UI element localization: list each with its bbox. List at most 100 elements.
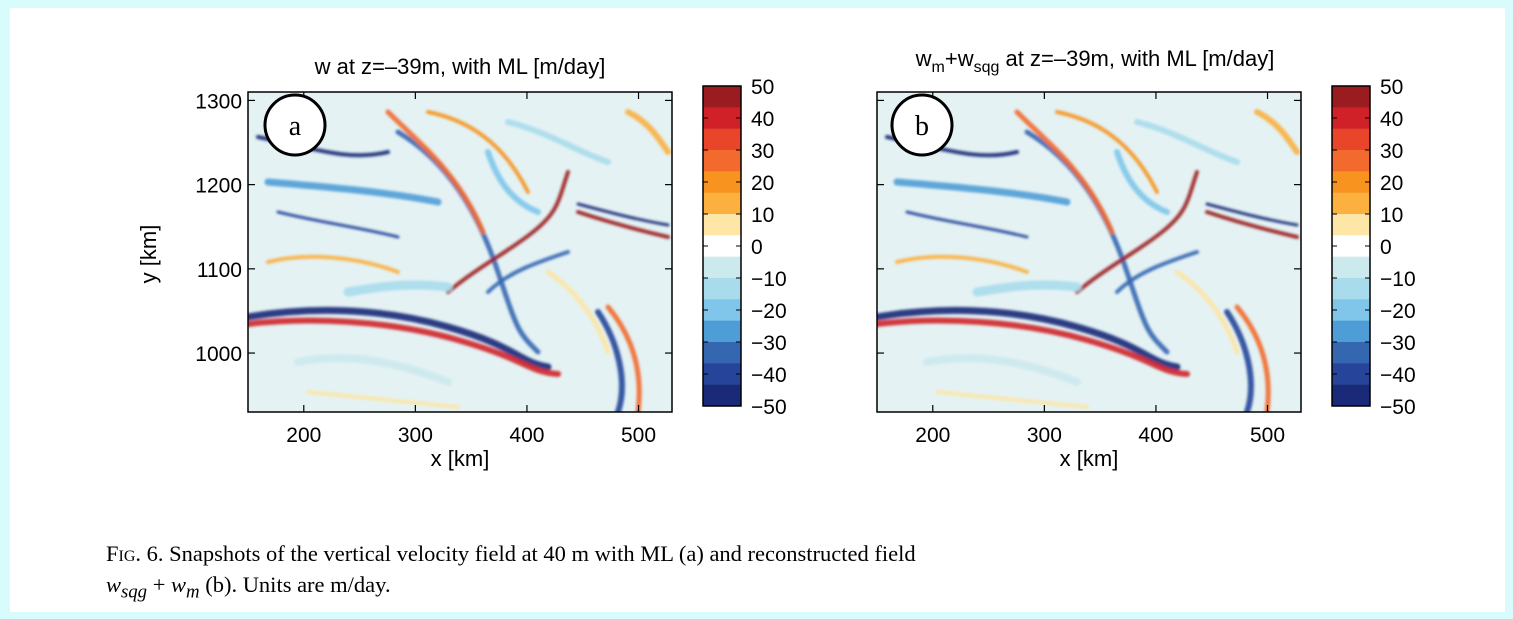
- panel-b-frame: [876, 91, 1302, 413]
- caption-sub2: m: [186, 581, 200, 603]
- velocity-streak: [605, 304, 642, 412]
- velocity-streak: [266, 254, 400, 274]
- colorbar-segment: [1332, 150, 1370, 172]
- colorbar-tick-label: 30: [1380, 140, 1403, 163]
- panel-b: wm+wsqg at z=–39m, with ML [m/day] 200 30…: [876, 46, 1416, 471]
- colorbar-segment: [1332, 107, 1370, 130]
- velocity-streak: [385, 109, 486, 235]
- velocity-streak: [1205, 210, 1299, 239]
- velocity-streak: [446, 170, 570, 294]
- colorbar-tick-label: −50: [1380, 396, 1416, 419]
- velocity-streak: [1174, 269, 1240, 355]
- colorbar-segment: [703, 256, 741, 279]
- panel-a-xlabel: x [km]: [431, 446, 490, 471]
- colorbar-tick-label: 30: [751, 140, 774, 163]
- velocity-streak: [595, 309, 625, 412]
- colorbar-segment: [1332, 171, 1370, 194]
- colorbar-tick-label: −10: [1380, 268, 1416, 291]
- velocity-streak: [485, 149, 541, 215]
- panel-b-label: b: [915, 111, 929, 142]
- colorbar-segment: [1332, 342, 1370, 364]
- figure-page: w at z=–39m, with ML [m/day] 200 300 400 50…: [10, 8, 1505, 612]
- panel-b-streaks: [877, 109, 1300, 412]
- colorbar-tick-label: −20: [1380, 300, 1416, 323]
- panel-a-label: a: [289, 111, 302, 142]
- x-tick-label: 400: [509, 424, 544, 447]
- colorbar-segment: [1332, 192, 1370, 215]
- colorbar-tick-label: 0: [1380, 236, 1392, 259]
- colorbar-tick-label: 20: [1380, 172, 1403, 195]
- colorbar-segment: [1332, 363, 1370, 386]
- velocity-streak: [426, 110, 530, 194]
- colorbar-segment: [1332, 214, 1370, 236]
- caption-w1: w: [106, 572, 122, 597]
- velocity-streak: [276, 210, 400, 239]
- velocity-streak: [576, 202, 670, 227]
- velocity-streak: [576, 210, 670, 239]
- colorbar-segment: [703, 342, 741, 364]
- caption-text-2: (b). Units are m/day.: [199, 572, 391, 597]
- velocity-streak: [893, 178, 1071, 206]
- velocity-streak: [545, 269, 611, 355]
- colorbar-segment: [1332, 384, 1370, 407]
- colorbar-segment: [1332, 128, 1370, 151]
- colorbar-tick-label: 20: [751, 172, 774, 195]
- x-tick-label: 300: [1027, 424, 1062, 447]
- colorbar-segment: [703, 192, 741, 215]
- panel-b-axes: 200 300 400 500: [877, 92, 1301, 447]
- colorbar-segment: [1332, 299, 1370, 322]
- colorbar-tick-label: 10: [1380, 204, 1403, 227]
- colorbar-segment: [703, 150, 741, 172]
- velocity-streak: [877, 317, 1190, 377]
- colorbar-segment: [703, 214, 741, 236]
- y-tick-label: 1000: [195, 343, 242, 366]
- velocity-streak: [1205, 202, 1299, 227]
- colorbar-tick-label: 10: [751, 204, 774, 227]
- velocity-streak: [972, 280, 1082, 297]
- velocity-streak: [248, 317, 561, 377]
- panel-a-axes: 200 300 400 500 1000 1100 1200 1300: [195, 90, 672, 447]
- velocity-streak: [905, 210, 1029, 239]
- colorbar-segment: [703, 107, 741, 130]
- velocity-streak: [1134, 119, 1240, 165]
- velocity-streak: [1014, 109, 1115, 235]
- velocity-streak: [877, 306, 1181, 371]
- panel-b-label-circle: [890, 93, 954, 157]
- colorbar-tick-label: −30: [751, 332, 787, 355]
- colorbar-segment: [703, 86, 741, 108]
- x-tick-label: 500: [621, 424, 656, 447]
- colorbar-tick-label: −20: [751, 300, 787, 323]
- figure-caption: Fig. 6. Snapshots of the vertical veloci…: [106, 538, 1486, 608]
- colorbar-segment: [703, 235, 741, 258]
- velocity-streak: [895, 254, 1029, 274]
- velocity-streak: [1055, 110, 1159, 194]
- colorbar-tick-label: −40: [1380, 364, 1416, 387]
- caption-fig-label: Fig. 6.: [106, 541, 164, 566]
- panel-b-xlabel: x [km]: [1060, 446, 1119, 471]
- colorbar-segment: [1332, 86, 1370, 108]
- colorbar-tick-label: −30: [1380, 332, 1416, 355]
- panel-a-frame: [247, 91, 673, 413]
- colorbar-segment: [703, 363, 741, 386]
- colorbar-segment: [703, 384, 741, 407]
- panel-a: w at z=–39m, with ML [m/day] 200 300 400 50…: [136, 54, 787, 471]
- velocity-streak: [1224, 309, 1254, 412]
- velocity-streak: [248, 306, 552, 371]
- caption-text-1: Snapshots of the vertical velocity field…: [163, 541, 916, 566]
- colorbar-tick-label: 50: [751, 76, 774, 99]
- colorbar-segment: [1332, 256, 1370, 279]
- x-tick-label: 200: [286, 424, 321, 447]
- panel-a-field: [248, 92, 672, 412]
- colorbar-tick-label: 40: [1380, 108, 1403, 131]
- panel-b-field: [877, 92, 1301, 412]
- caption-op: +: [147, 572, 172, 597]
- colorbar-segment: [703, 320, 741, 343]
- velocity-streak: [486, 250, 570, 294]
- velocity-streak: [1234, 304, 1271, 412]
- velocity-streak: [1115, 250, 1199, 294]
- colorbar-tick-label: −50: [751, 396, 787, 419]
- colorbar-tick-label: 0: [751, 236, 763, 259]
- colorbar-tick-label: −10: [751, 268, 787, 291]
- colorbar-segment: [1332, 235, 1370, 258]
- velocity-streak: [1075, 170, 1199, 294]
